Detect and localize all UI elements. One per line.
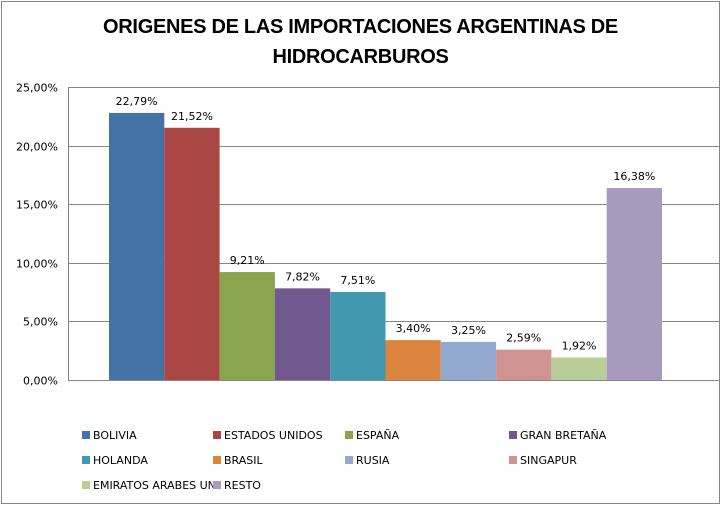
legend-label: BRASIL (224, 454, 263, 467)
y-tick-label: 10,00% (16, 258, 58, 271)
legend-item: ESPAÑA (345, 429, 399, 443)
legend-label: HOLANDA (93, 454, 148, 467)
bar-resto (606, 188, 662, 380)
legend-swatch (213, 431, 221, 439)
data-label: 16,38% (613, 170, 655, 183)
legend-swatch (509, 456, 517, 464)
bar-españa (219, 272, 275, 380)
legend-item: RESTO (213, 479, 261, 493)
bar-holanda (330, 291, 386, 380)
legend-swatch (213, 456, 221, 464)
legend-item: GRAN BRETAÑA (509, 429, 606, 443)
y-axis: 0,00% 5,00% 10,00% 15,00% 20,00% 25,00% (16, 82, 69, 388)
data-label: 9,21% (230, 254, 265, 267)
data-label: 3,40% (396, 322, 431, 335)
legend-item: SINGAPUR (509, 454, 577, 468)
data-labels: 22,79% 21,52% 9,21% 7,82% 7,51% 3,40% 3,25% 2,5… (116, 95, 656, 353)
legend-label: BOLIVIA (93, 429, 137, 442)
data-label: 22,79% (116, 95, 158, 108)
bar-brasil (385, 340, 441, 380)
legend-label: SINGAPUR (520, 454, 577, 467)
legend-swatch (345, 431, 353, 439)
y-tick-label: 0,00% (23, 375, 58, 388)
data-label: 3,25% (451, 324, 486, 337)
chart-title-line-2: HIDROCARBUROS (272, 46, 449, 68)
bar-estados-unidos (164, 127, 220, 380)
data-label: 1,92% (562, 339, 597, 352)
legend-swatch (82, 456, 90, 464)
legend-item: BRASIL (213, 454, 263, 468)
data-label: 7,82% (285, 270, 320, 283)
bar-rusia (440, 341, 497, 380)
data-label: 7,51% (340, 274, 375, 287)
legend-label: ESTADOS UNIDOS (224, 429, 323, 442)
legend-label: GRAN BRETAÑA (520, 429, 607, 442)
chart-title: ORIGENES DE LAS IMPORTACIONES ARGENTINAS… (0, 12, 721, 72)
bar-bolivia (109, 112, 165, 381)
y-tick-label: 20,00% (16, 141, 58, 154)
bars (109, 112, 662, 381)
legend-swatch (213, 481, 221, 489)
y-tick-label: 15,00% (16, 199, 58, 212)
legend-swatch (345, 456, 353, 464)
legend-swatch (82, 431, 90, 439)
bar-singapur (496, 349, 552, 380)
legend-label: RUSIA (356, 454, 390, 467)
legend-item: BOLIVIA (82, 429, 137, 443)
data-label: 21,52% (171, 110, 213, 123)
legend-label: RESTO (224, 479, 261, 492)
legend-item: HOLANDA (82, 454, 148, 468)
y-tick-label: 5,00% (23, 316, 58, 329)
legend-item: ESTADOS UNIDOS (213, 429, 323, 443)
legend-item: EMIRATOS ARABES UN. (82, 479, 219, 493)
y-tick-label: 25,00% (16, 82, 58, 95)
legend-item: RUSIA (345, 454, 389, 468)
chart-title-line-1: ORIGENES DE LAS IMPORTACIONES ARGENTINAS… (103, 16, 618, 38)
legend-label: ESPAÑA (356, 429, 400, 442)
bar-emiratos-arabes-un- (551, 357, 607, 380)
legend-label: EMIRATOS ARABES UN. (93, 479, 220, 492)
data-label: 2,59% (506, 332, 541, 345)
legend-swatch (82, 481, 90, 489)
bar-gran-bretaña (274, 288, 331, 380)
legend-swatch (509, 431, 517, 439)
